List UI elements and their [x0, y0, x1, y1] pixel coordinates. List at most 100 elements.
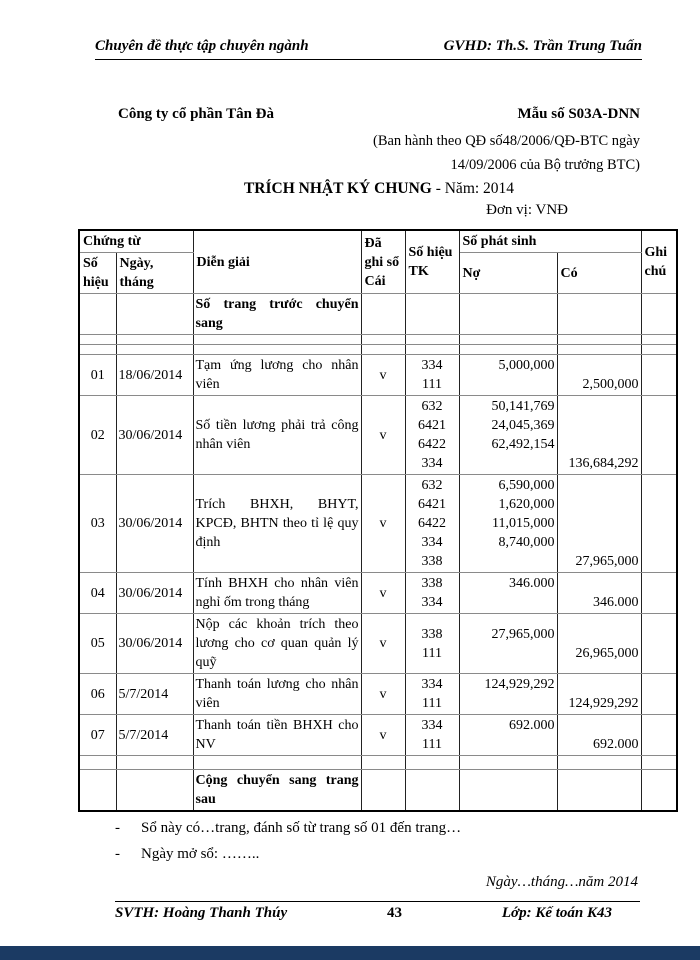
cell-voucher-no: 05 — [78, 613, 117, 674]
journal-table: Chứng từ Diễn giải Đã ghi sổ Cái Số hiệu… — [78, 229, 678, 812]
header-no: Nợ — [458, 252, 558, 294]
carry-forward-row: Số trang trước chuyển sang — [78, 293, 678, 335]
running-header-right: GVHD: Th.S. Trần Trung Tuấn — [443, 38, 642, 54]
note-open-date: - Ngày mở sổ: …….. — [115, 843, 640, 866]
table-row: 02 30/06/2014 Số tiền lương phải trả công … — [78, 395, 678, 475]
note-dash: - — [115, 820, 120, 836]
cell-description: Trích BHXH, BHYT, KPCĐ, BHTN theo tỉ lệ … — [192, 474, 362, 573]
cell-posted-mark: v — [360, 572, 406, 614]
table-row: 01 18/06/2014 Tạm ứng lương cho nhân viên v… — [78, 354, 678, 396]
cell-account-no: 632 6421 6422 334 — [404, 395, 460, 475]
cell-voucher-no: 02 — [78, 395, 117, 475]
empty-row — [78, 344, 678, 355]
cell-account-no: 334 111 — [404, 714, 460, 756]
issued-line-1: (Ban hành theo QĐ số48/2006/QĐ-BTC ngày — [372, 133, 640, 149]
cell-date: 5/7/2014 — [115, 714, 194, 756]
cell-credit: 124,929,292 — [556, 673, 642, 715]
header-so-hieu: Số hiệu — [78, 252, 117, 294]
document-header: Công ty cổ phần Tân Đà Mẫu số S03A-DNN (… — [118, 106, 640, 219]
cell-posted-mark: v — [360, 354, 406, 396]
cell-date: 18/06/2014 — [115, 354, 194, 396]
cell-posted-mark: v — [360, 673, 406, 715]
student-name: SVTH: Hoàng Thanh Thúy — [115, 905, 288, 921]
table-row: 06 5/7/2014 Thanh toán lương cho nhân viên… — [78, 673, 678, 715]
page-footer: SVTH: Hoàng Thanh Thúy 43 Lớp: Kế toán K… — [115, 901, 640, 922]
cell-account-no: 338 111 — [404, 613, 460, 674]
cell-description: Thanh toán tiền BHXH cho NV — [192, 714, 362, 756]
table-row: 03 30/06/2014 Trích BHXH, BHYT, KPCĐ, BHTN… — [78, 474, 678, 573]
cell-account-no: 334 111 — [404, 354, 460, 396]
empty-row — [78, 755, 678, 770]
cell-voucher-no: 07 — [78, 714, 117, 756]
currency-unit: Đơn vị: VNĐ — [486, 202, 568, 218]
company-name: Công ty cổ phần Tân Đà — [118, 106, 275, 122]
cell-note — [640, 395, 678, 475]
header-ghi-chu: Ghi chú — [640, 229, 678, 294]
cell-debit: 692.000 — [458, 714, 558, 756]
cell-posted-mark: v — [360, 613, 406, 674]
note-pages: - Sổ này có…trang, đánh số từ trang số 0… — [115, 817, 640, 840]
cell-credit: 26,965,000 — [556, 613, 642, 674]
cell-description: Nộp các khoản trích theo lương cho cơ qu… — [192, 613, 362, 674]
cell-voucher-no: 01 — [78, 354, 117, 396]
header-chung-tu: Chứng từ — [78, 229, 194, 253]
header-so-hieu-tk: Số hiệu TK — [404, 229, 460, 294]
table-row: 05 30/06/2014 Nộp các khoản trích theo lươ… — [78, 613, 678, 674]
cell-note — [640, 354, 678, 396]
cell-debit: 346.000 — [458, 572, 558, 614]
title-year: - Năm: 2014 — [435, 180, 515, 197]
cell-credit: 27,965,000 — [556, 474, 642, 573]
cell-posted-mark: v — [360, 395, 406, 475]
cell-description: Số tiền lương phải trả công nhân viên — [192, 395, 362, 475]
form-number: Mẫu số S03A-DNN — [517, 106, 640, 122]
header-da-ghi-so-cai: Đã ghi sổ Cái — [360, 229, 406, 294]
cell-posted-mark: v — [360, 714, 406, 756]
running-header: Chuyên đề thực tập chuyên ngành GVHD: Th… — [95, 38, 642, 60]
cell-voucher-no: 03 — [78, 474, 117, 573]
cell-account-no: 334 111 — [404, 673, 460, 715]
cell-posted-mark: v — [360, 474, 406, 573]
cell-date: 30/06/2014 — [115, 474, 194, 573]
header-ngay-thang: Ngày, tháng — [115, 252, 194, 294]
page-number: 43 — [387, 905, 402, 921]
document-title: TRÍCH NHẬT KÝ CHUNG - Năm: 2014 — [118, 180, 640, 198]
cell-account-no: 338 334 — [404, 572, 460, 614]
cell-date: 30/06/2014 — [115, 613, 194, 674]
cell-date: 30/06/2014 — [115, 572, 194, 614]
closing-label: Cộng chuyển sang trang sau — [192, 769, 362, 812]
cell-account-no: 632 6421 6422 334 338 — [404, 474, 460, 573]
cell-description: Thanh toán lương cho nhân viên — [192, 673, 362, 715]
empty-row — [78, 334, 678, 345]
closing-row: Cộng chuyển sang trang sau — [78, 769, 678, 812]
cell-debit: 50,141,769 24,045,369 62,492,154 — [458, 395, 558, 475]
cell-description: Tạm ứng lương cho nhân viên — [192, 354, 362, 396]
journal-body: 01 18/06/2014 Tạm ứng lương cho nhân viên v… — [78, 354, 678, 756]
cell-credit: 136,684,292 — [556, 395, 642, 475]
cell-note — [640, 714, 678, 756]
issued-line-2: 14/09/2006 của Bộ trưởng BTC) — [450, 157, 640, 173]
note-pages-text: Sổ này có…trang, đánh số từ trang số 01 … — [141, 820, 462, 836]
cell-debit: 5,000,000 — [458, 354, 558, 396]
note-open-date-text: Ngày mở sổ: …….. — [141, 846, 260, 862]
cell-credit: 2,500,000 — [556, 354, 642, 396]
header-co: Có — [556, 252, 642, 294]
footer-notes: - Sổ này có…trang, đánh số từ trang số 0… — [115, 817, 640, 866]
cell-debit: 27,965,000 — [458, 613, 558, 674]
cell-voucher-no: 06 — [78, 673, 117, 715]
table-header: Chứng từ Diễn giải Đã ghi sổ Cái Số hiệu… — [78, 229, 678, 294]
class-name: Lớp: Kế toán K43 — [501, 905, 612, 921]
closing-section: Cộng chuyển sang trang sau — [78, 755, 678, 812]
cell-note — [640, 673, 678, 715]
bottom-bar — [0, 946, 700, 960]
title-main: TRÍCH NHẬT KÝ CHUNG — [243, 180, 432, 197]
cell-voucher-no: 04 — [78, 572, 117, 614]
issued-note: (Ban hành theo QĐ số48/2006/QĐ-BTC ngày … — [118, 129, 640, 177]
cell-credit: 692.000 — [556, 714, 642, 756]
cell-note — [640, 572, 678, 614]
cell-date: 30/06/2014 — [115, 395, 194, 475]
header-so-phat-sinh: Số phát sinh — [458, 229, 642, 253]
cell-note — [640, 613, 678, 674]
cell-description: Tính BHXH cho nhân viên nghỉ ốm trong th… — [192, 572, 362, 614]
cell-credit: 346.000 — [556, 572, 642, 614]
